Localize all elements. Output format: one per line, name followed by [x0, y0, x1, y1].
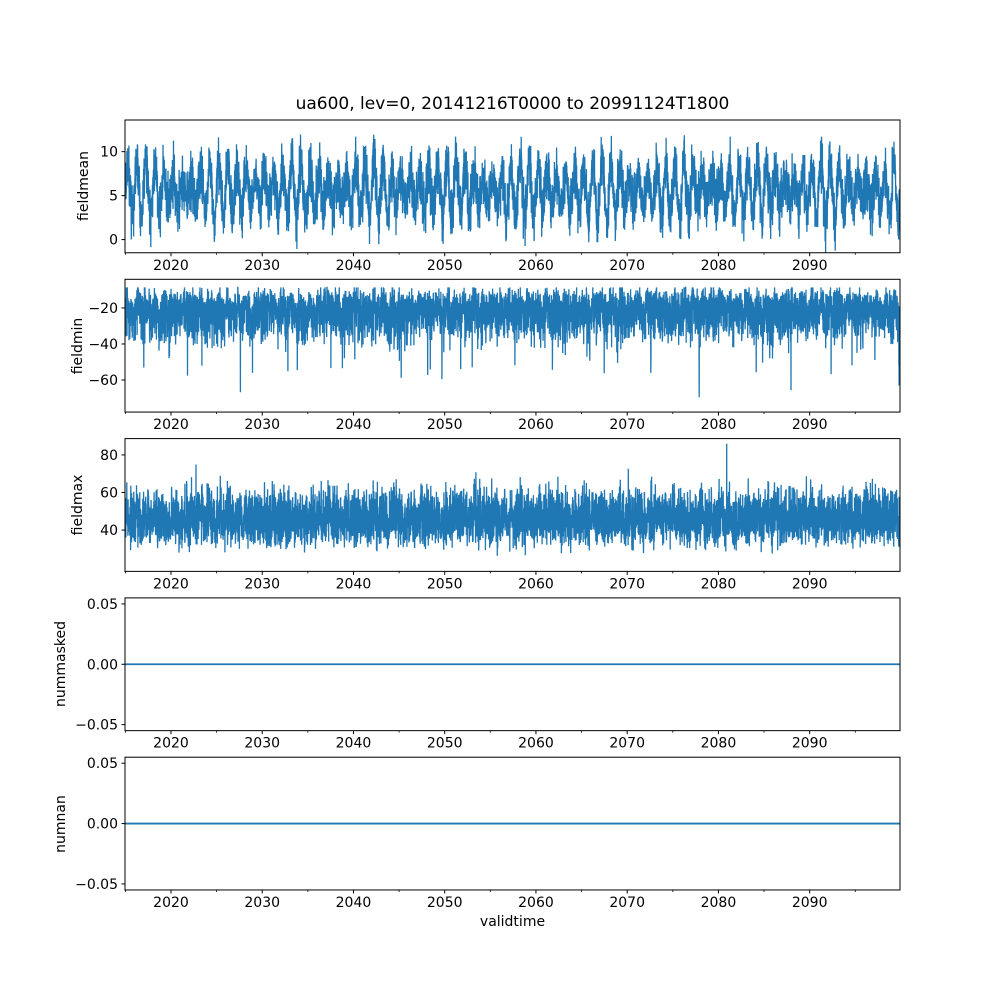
x-tick-label: 2050 — [427, 417, 463, 433]
x-tick-label: 2070 — [609, 417, 645, 433]
x-tick-label: 2070 — [609, 576, 645, 592]
series-line-fieldmax — [125, 443, 900, 556]
y-axis-label-fieldmin: fieldmin — [70, 317, 86, 375]
x-tick-label: 2030 — [244, 576, 280, 592]
y-axis-label-fieldmean: fieldmean — [76, 151, 92, 221]
x-tick-label: 2040 — [336, 417, 372, 433]
axes-fieldmax — [125, 443, 900, 556]
axes-spine — [124, 278, 901, 413]
x-tick-label: 2030 — [244, 258, 280, 274]
y-tick-label: 0.00 — [87, 817, 118, 833]
x-tick-label: 2060 — [518, 736, 554, 752]
y-tick-label: −0.05 — [75, 877, 118, 893]
x-tick-label: 2030 — [244, 895, 280, 911]
x-tick-label: 2020 — [153, 736, 189, 752]
y-tick-label: 80 — [100, 448, 118, 464]
x-tick-label: 2080 — [701, 736, 737, 752]
x-tick-label: 2070 — [609, 258, 645, 274]
x-tick-label: 2060 — [518, 895, 554, 911]
x-tick-label: 2030 — [244, 417, 280, 433]
y-tick-label: −0.05 — [75, 718, 118, 734]
axes-fieldmean — [125, 134, 900, 253]
x-tick-label: 2040 — [336, 736, 372, 752]
y-tick-label: 0.05 — [87, 756, 118, 772]
x-tick-label: 2090 — [792, 417, 828, 433]
x-tick-label: 2020 — [153, 417, 189, 433]
x-tick-label: 2030 — [244, 736, 280, 752]
y-tick-label: −40 — [88, 337, 118, 353]
series-line-fieldmin — [125, 286, 900, 398]
x-tick-label: 2070 — [609, 736, 645, 752]
x-tick-label: 2050 — [427, 895, 463, 911]
axes-spine — [124, 119, 901, 254]
x-tick-label: 2060 — [518, 576, 554, 592]
series-line-fieldmean — [125, 134, 900, 253]
y-tick-label: 5 — [109, 189, 118, 205]
x-tick-label: 2020 — [153, 258, 189, 274]
x-tick-label: 2090 — [792, 258, 828, 274]
y-axis-label-nummasked: nummasked — [53, 620, 69, 708]
y-tick-label: 0 — [109, 233, 118, 249]
axes-fieldmin — [125, 286, 900, 398]
x-tick-label: 2070 — [609, 895, 645, 911]
x-tick-label: 2060 — [518, 258, 554, 274]
x-tick-label: 2090 — [792, 736, 828, 752]
y-axis-label-numnan: numnan — [53, 795, 69, 853]
x-tick-label: 2050 — [427, 576, 463, 592]
x-tick-label: 2050 — [427, 258, 463, 274]
y-tick-label: 0.00 — [87, 657, 118, 673]
y-tick-label: 40 — [100, 523, 118, 539]
x-tick-label: 2020 — [153, 895, 189, 911]
x-tick-label: 2080 — [701, 417, 737, 433]
y-axis-label-fieldmax: fieldmax — [70, 474, 86, 536]
axes-spine — [124, 438, 901, 572]
x-tick-label: 2080 — [701, 895, 737, 911]
y-tick-label: 0.05 — [87, 597, 118, 613]
y-tick-label: −60 — [88, 373, 118, 389]
x-tick-label: 2090 — [792, 576, 828, 592]
x-tick-label: 2060 — [518, 417, 554, 433]
x-tick-label: 2080 — [701, 258, 737, 274]
y-tick-label: 10 — [100, 145, 118, 161]
x-tick-label: 2090 — [792, 895, 828, 911]
x-tick-label: 2040 — [336, 258, 372, 274]
x-tick-label: 2080 — [701, 576, 737, 592]
y-tick-label: 60 — [100, 485, 118, 501]
x-tick-label: 2040 — [336, 895, 372, 911]
chart-title: ua600, lev=0, 20141216T0000 to 20991124T… — [295, 94, 730, 114]
y-tick-label: −20 — [88, 301, 118, 317]
x-tick-label: 2040 — [336, 576, 372, 592]
x-axis-label: validtime — [479, 914, 546, 930]
x-tick-label: 2020 — [153, 576, 189, 592]
x-tick-label: 2050 — [427, 736, 463, 752]
